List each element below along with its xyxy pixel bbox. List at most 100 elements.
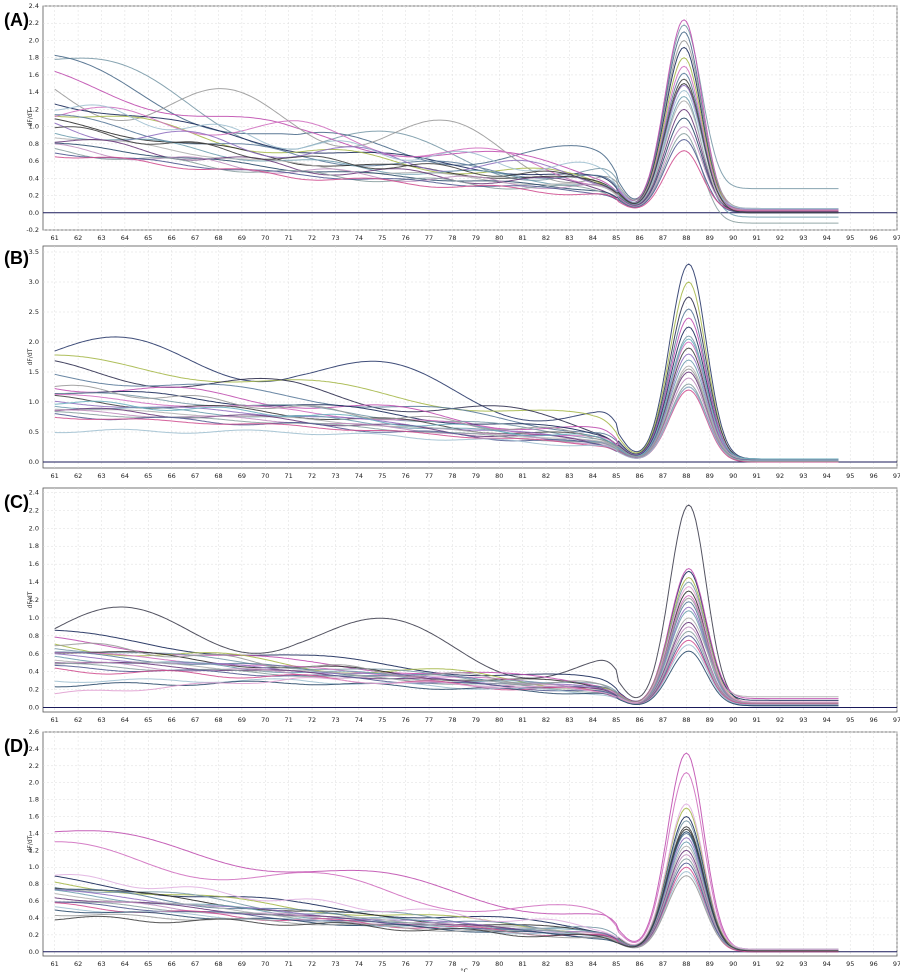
y-tick-label: 1.4 xyxy=(29,578,39,586)
x-tick-label: 74 xyxy=(355,716,363,724)
x-tick-label: 67 xyxy=(191,234,199,242)
x-tick-label: 93 xyxy=(799,472,807,480)
x-tick-label: 90 xyxy=(729,960,737,968)
x-tick-label: 64 xyxy=(121,716,129,724)
x-tick-label: 94 xyxy=(823,472,831,480)
y-tick-label: 2.2 xyxy=(29,506,39,514)
x-tick-label: 85 xyxy=(612,716,620,724)
x-tick-label: 66 xyxy=(168,960,176,968)
x-tick-label: 95 xyxy=(846,960,854,968)
x-tick-label: 79 xyxy=(472,472,480,480)
y-axis-label: dF/dT xyxy=(27,109,34,126)
melt-curve-10 xyxy=(54,845,839,950)
x-tick-label: 82 xyxy=(542,234,550,242)
x-tick-label: 63 xyxy=(97,960,105,968)
melt-curve-4 xyxy=(54,39,839,209)
melt-curve-16 xyxy=(54,870,839,951)
x-tick-label: 96 xyxy=(869,716,877,724)
x-tick-label: 65 xyxy=(144,716,152,724)
melt-curve-13 xyxy=(54,108,839,214)
x-axis-label: °C xyxy=(460,967,468,972)
x-tick-label: 66 xyxy=(168,472,176,480)
y-tick-label: 1.8 xyxy=(29,796,39,804)
melt-curve-17 xyxy=(54,138,839,214)
x-tick-label: 84 xyxy=(589,234,597,242)
y-tick-label: 0.0 xyxy=(29,209,39,217)
x-tick-label: 74 xyxy=(355,234,363,242)
melt-curve-chart-b: 0.0 0.5 1.0 1.5 2.0 2.5 3.0 3.5 61 62 63 64 65 66 67 68… xyxy=(27,245,900,480)
x-tick-label: 75 xyxy=(378,472,386,480)
x-tick-label: 91 xyxy=(752,960,760,968)
melt-curve-3 xyxy=(54,815,839,950)
x-tick-label: 65 xyxy=(144,234,152,242)
x-tick-label: 78 xyxy=(448,234,456,242)
x-tick-label: 94 xyxy=(823,960,831,968)
x-tick-label: 74 xyxy=(355,960,363,968)
melt-curve-3 xyxy=(54,296,839,461)
y-tick-label: 1.6 xyxy=(29,560,39,568)
x-tick-label: 64 xyxy=(121,234,129,242)
melt-curve-11 xyxy=(54,359,839,462)
x-tick-label: 88 xyxy=(682,960,690,968)
melt-curve-chart-c: 0.0 0.2 0.4 0.6 0.8 1.0 1.2 1.4 1.6 1.8 2.0 2.2 2.4 6… xyxy=(27,487,900,724)
x-tick-label: 86 xyxy=(635,960,643,968)
y-tick-label: 0.6 xyxy=(29,897,39,905)
y-tick-label: 2.2 xyxy=(29,762,39,770)
melt-curve-17 xyxy=(54,389,839,463)
x-tick-label: 83 xyxy=(565,234,573,242)
panel-c: (C) 0.0 0.2 0.4 0.6 0.8 1.0 1.2 1.4 1.6 1.8 2.0 2.2… xyxy=(0,482,900,726)
x-tick-label: 97 xyxy=(893,716,900,724)
x-tick-label: 80 xyxy=(495,472,503,480)
x-tick-label: 76 xyxy=(402,234,410,242)
melt-curve-17 xyxy=(54,644,839,706)
x-tick-label: 78 xyxy=(448,472,456,480)
x-tick-label: 77 xyxy=(425,234,433,242)
panel-b: (B) 0.0 0.5 1.0 1.5 2.0 2.5 3.0 3.5 61 62 63 64 65 66… xyxy=(0,240,900,482)
melt-curve-20 xyxy=(54,368,839,462)
x-tick-label: 89 xyxy=(706,472,714,480)
y-tick-label: 2.5 xyxy=(29,308,39,316)
x-tick-label: 79 xyxy=(472,716,480,724)
y-tick-label: 1.4 xyxy=(29,88,39,96)
x-tick-label: 70 xyxy=(261,234,269,242)
x-tick-label: 77 xyxy=(425,472,433,480)
x-tick-label: 85 xyxy=(612,234,620,242)
y-tick-label: 0.8 xyxy=(29,140,39,148)
x-tick-label: 84 xyxy=(589,960,597,968)
x-tick-label: 81 xyxy=(519,472,527,480)
x-tick-label: 75 xyxy=(378,960,386,968)
x-tick-label: 82 xyxy=(542,716,550,724)
y-tick-label: 0.6 xyxy=(29,650,39,658)
melt-curve-3 xyxy=(54,19,839,212)
melt-curve-12 xyxy=(54,621,839,706)
x-tick-label: 63 xyxy=(97,716,105,724)
y-tick-label: 2.6 xyxy=(29,728,39,736)
y-tick-label: 3.0 xyxy=(29,278,39,286)
x-tick-label: 71 xyxy=(285,472,293,480)
melt-curve-8 xyxy=(54,601,839,706)
melt-curve-8 xyxy=(54,837,839,951)
x-tick-label: 93 xyxy=(799,716,807,724)
x-tick-label: 97 xyxy=(893,234,900,242)
x-tick-label: 76 xyxy=(402,960,410,968)
x-tick-label: 72 xyxy=(308,472,316,480)
y-tick-label: 1.8 xyxy=(29,54,39,62)
y-tick-label: -0.2 xyxy=(26,226,39,234)
y-tick-label: 1.8 xyxy=(29,542,39,550)
melt-curve-4 xyxy=(54,308,839,463)
y-axis-label: dF/dT xyxy=(27,348,34,365)
y-tick-label: 0.5 xyxy=(29,428,39,436)
x-tick-label: 67 xyxy=(191,960,199,968)
melt-curve-chart-a: -0.2 0.0 0.2 0.4 0.6 0.8 1.0 1.2 1.4 1.6 1.8 2.0 2.2… xyxy=(26,2,900,242)
y-axis-label: dF/dT xyxy=(27,591,34,608)
y-tick-label: 2.0 xyxy=(29,524,39,532)
x-tick-label: 66 xyxy=(168,716,176,724)
x-tick-label: 72 xyxy=(308,716,316,724)
x-tick-label: 95 xyxy=(846,716,854,724)
x-tick-label: 67 xyxy=(191,472,199,480)
melt-curve-9 xyxy=(54,347,839,463)
y-tick-label: 1.0 xyxy=(29,614,39,622)
x-tick-label: 86 xyxy=(635,472,643,480)
x-tick-label: 91 xyxy=(752,234,760,242)
x-tick-label: 97 xyxy=(893,960,900,968)
